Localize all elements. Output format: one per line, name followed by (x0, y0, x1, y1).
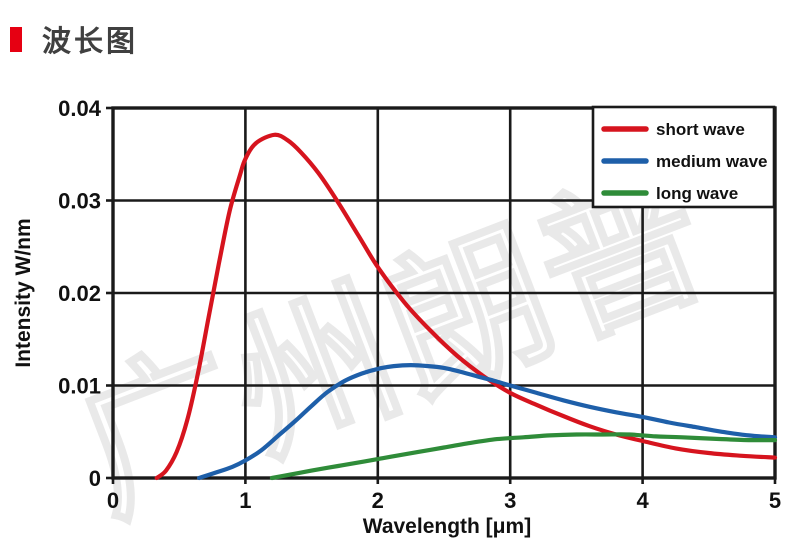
legend-label-long-wave: long wave (656, 184, 738, 203)
y-axis-label: Intensity W/nm (12, 218, 35, 367)
y-tick-label: 0 (89, 466, 101, 491)
x-tick-label: 3 (504, 488, 516, 513)
curve-medium-wave (197, 363, 778, 481)
title-accent-bar (10, 26, 22, 52)
x-tick-label: 2 (372, 488, 384, 513)
curve-long-wave (269, 432, 778, 481)
y-tick-label: 0.04 (58, 96, 102, 121)
page-title: 波长图 (42, 26, 139, 58)
y-tick-label: 0.02 (58, 281, 101, 306)
page-header: 波长图 (10, 18, 138, 60)
legend: short wave medium wave long wave (591, 105, 776, 209)
x-tick-label: 4 (636, 488, 649, 513)
legend-label-medium-wave: medium wave (656, 152, 768, 171)
x-axis-label: Wavelength [μm] (363, 515, 531, 538)
x-tick-label: 0 (107, 488, 119, 513)
legend-label-short-wave: short wave (656, 120, 745, 139)
curve-layer (154, 132, 778, 481)
y-tick-label: 0.03 (58, 189, 101, 214)
grid-layer: 0 1 2 3 4 5 0 0.01 0.02 0.03 0.04 (58, 96, 781, 513)
y-tick-label: 0.01 (58, 374, 101, 399)
plot-border (111, 106, 777, 480)
x-tick-label: 5 (769, 488, 781, 513)
x-tick-label: 1 (239, 488, 251, 513)
